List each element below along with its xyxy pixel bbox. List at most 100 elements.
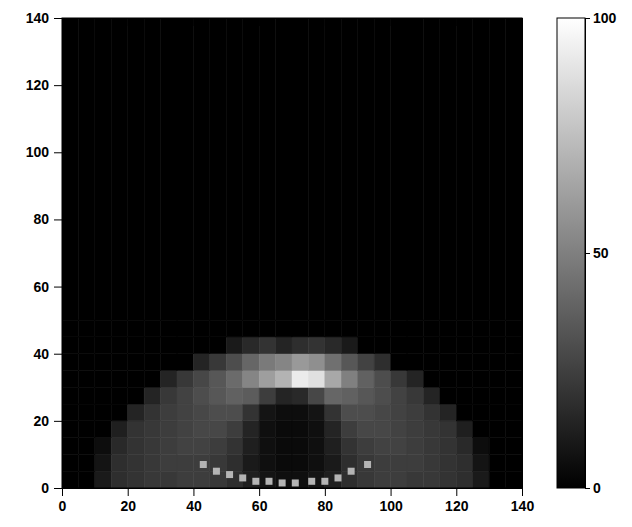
heat-cell bbox=[128, 18, 144, 320]
heat-cell bbox=[489, 371, 505, 388]
heat-cell bbox=[226, 454, 242, 471]
heat-cell bbox=[456, 387, 472, 404]
heat-cell bbox=[489, 387, 505, 404]
heat-cell bbox=[407, 404, 423, 421]
heat-cell bbox=[62, 454, 78, 471]
tick-mark bbox=[54, 488, 62, 489]
heat-cell bbox=[128, 438, 144, 455]
heat-cell bbox=[456, 454, 472, 471]
heat-cell bbox=[276, 320, 292, 337]
heat-cell bbox=[144, 371, 160, 388]
heat-cell bbox=[358, 320, 374, 337]
axis-line bbox=[63, 19, 523, 27]
tick-mark bbox=[325, 18, 326, 26]
heat-cell bbox=[423, 471, 439, 488]
heat-cell bbox=[440, 471, 456, 488]
tick-mark bbox=[193, 18, 194, 26]
heat-cell bbox=[423, 438, 439, 455]
heat-cell bbox=[423, 354, 439, 371]
tick: 100 bbox=[379, 488, 403, 514]
heat-cell bbox=[226, 387, 242, 404]
heat-cell bbox=[128, 421, 144, 438]
heat-cell bbox=[374, 404, 390, 421]
heat-cell bbox=[243, 387, 259, 404]
tick: 100 bbox=[26, 144, 62, 160]
heat-cell bbox=[456, 371, 472, 388]
tick-mark bbox=[128, 488, 129, 496]
heat-cell bbox=[440, 371, 456, 388]
heat-cell bbox=[292, 371, 308, 388]
heat-cell bbox=[423, 387, 439, 404]
heat-cell bbox=[177, 471, 193, 488]
tick-mark bbox=[391, 488, 392, 496]
heat-cell bbox=[391, 320, 407, 337]
heat-cell bbox=[111, 337, 127, 354]
heat-cell bbox=[391, 337, 407, 354]
heat-cell bbox=[193, 438, 209, 455]
heat-cell bbox=[391, 354, 407, 371]
tick: 0 bbox=[59, 488, 67, 514]
heat-cell bbox=[358, 18, 374, 320]
heat-cell bbox=[111, 471, 127, 488]
heat-cell bbox=[358, 371, 374, 388]
heat-cell bbox=[374, 438, 390, 455]
heat-cell bbox=[226, 371, 242, 388]
heat-cell bbox=[144, 354, 160, 371]
heat-cell bbox=[276, 421, 292, 438]
axis-line bbox=[54, 19, 63, 489]
heat-cell bbox=[407, 354, 423, 371]
tick-mark bbox=[514, 488, 522, 489]
heat-cell bbox=[440, 354, 456, 371]
heat-cell bbox=[161, 387, 177, 404]
heat-cell bbox=[391, 454, 407, 471]
heat-cell bbox=[407, 337, 423, 354]
heat-cell bbox=[243, 337, 259, 354]
heat-cell bbox=[210, 438, 226, 455]
heat-cell bbox=[308, 454, 324, 471]
heat-cell bbox=[62, 337, 78, 354]
heat-cell bbox=[111, 18, 127, 320]
heat-cell bbox=[325, 18, 341, 320]
heat-cell bbox=[226, 404, 242, 421]
heat-cell bbox=[440, 18, 456, 320]
heat-cell bbox=[177, 387, 193, 404]
tick-mark bbox=[54, 18, 62, 19]
heat-cell bbox=[161, 371, 177, 388]
tick-label: 0 bbox=[59, 498, 67, 514]
axis-line bbox=[586, 19, 591, 489]
heat-cell bbox=[358, 438, 374, 455]
heat-cell bbox=[210, 18, 226, 320]
heat-cell bbox=[325, 387, 341, 404]
heat-cell bbox=[423, 421, 439, 438]
tick-mark bbox=[456, 488, 457, 496]
marker-point bbox=[266, 478, 273, 485]
heat-cell bbox=[144, 454, 160, 471]
heat-cell bbox=[374, 18, 390, 320]
heat-cell bbox=[325, 404, 341, 421]
heat-cell bbox=[506, 387, 522, 404]
tick-label: 60 bbox=[33, 279, 49, 295]
tick-mark bbox=[54, 152, 62, 153]
tick-mark bbox=[54, 219, 62, 220]
heat-cell bbox=[62, 18, 78, 320]
tick: 40 bbox=[186, 488, 202, 514]
heat-cell bbox=[456, 471, 472, 488]
heat-cell bbox=[243, 421, 259, 438]
heat-cell bbox=[95, 354, 111, 371]
tick-mark bbox=[522, 488, 523, 496]
heat-cell bbox=[341, 320, 357, 337]
axis-line bbox=[63, 489, 523, 497]
heat-cell bbox=[489, 320, 505, 337]
heat-cell bbox=[374, 387, 390, 404]
heat-cell bbox=[391, 438, 407, 455]
heat-cell bbox=[95, 404, 111, 421]
heat-cell bbox=[111, 404, 127, 421]
heat-cell bbox=[177, 320, 193, 337]
heat-cell bbox=[391, 421, 407, 438]
tick-label: 60 bbox=[252, 498, 268, 514]
heat-cell bbox=[407, 18, 423, 320]
heat-cell bbox=[177, 354, 193, 371]
heat-cell bbox=[456, 337, 472, 354]
heat-cell bbox=[259, 421, 275, 438]
heat-cell bbox=[489, 404, 505, 421]
